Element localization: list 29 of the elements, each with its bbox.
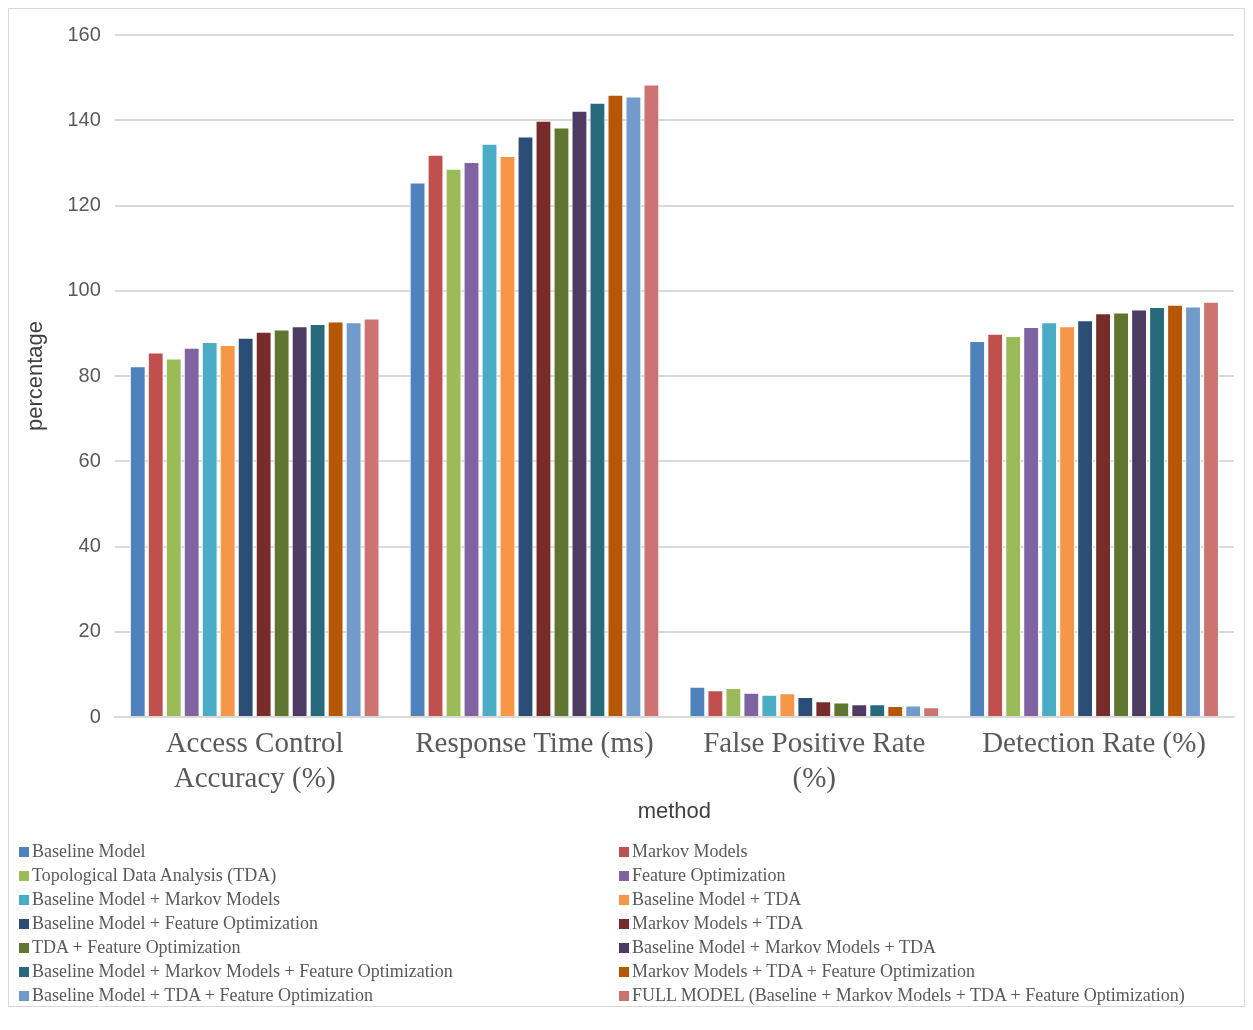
legend-label: Markov Models [632, 841, 748, 862]
x-tick-label: False Positive Rate (%) [703, 726, 926, 794]
y-tick-label: 80 [78, 363, 101, 386]
y-tick-label: 60 [78, 448, 101, 471]
y-tick-label: 100 [67, 278, 101, 301]
legend-label: Baseline Model + Markov Models [32, 889, 281, 910]
y-tick-label: 140 [67, 107, 101, 130]
x-tick-label: Response Time (ms) [415, 726, 654, 760]
y-tick-label: 20 [78, 619, 101, 642]
y-axis-title: percentage [22, 320, 48, 432]
legend-label: Baseline Model + Markov Models + Feature Optimization [32, 961, 453, 982]
y-tick-label: 0 [89, 704, 101, 727]
legend-label: Baseline Model + Feature Optimization [32, 913, 319, 934]
legend-label: Baseline Model + TDA + Feature Optimization [32, 985, 373, 1006]
y-tick-label: 160 [67, 22, 101, 45]
legend-label: Markov Models + TDA + Feature Optimization [632, 961, 975, 982]
x-tick-label: Access Control Accuracy (%) [165, 726, 344, 794]
legend-label: Topological Data Analysis (TDA) [32, 865, 277, 886]
y-tick-label: 40 [78, 534, 101, 557]
legend-label: Feature Optimization [632, 865, 786, 886]
legend-label: FULL MODEL (Baseline + Markov Models + TDA + Feature Optimization) [632, 985, 1185, 1006]
legend-label: TDA + Feature Optimization [32, 937, 241, 958]
y-tick-label: 120 [67, 193, 101, 216]
x-axis-title: method [637, 797, 712, 823]
legend-label: Baseline Model [32, 841, 146, 862]
legend-label: Baseline Model + Markov Models + TDA [632, 937, 936, 958]
legend-label: Markov Models + TDA [632, 913, 804, 934]
x-tick-label: Detection Rate (%) [982, 726, 1207, 760]
legend-label: Baseline Model + TDA [632, 889, 802, 910]
